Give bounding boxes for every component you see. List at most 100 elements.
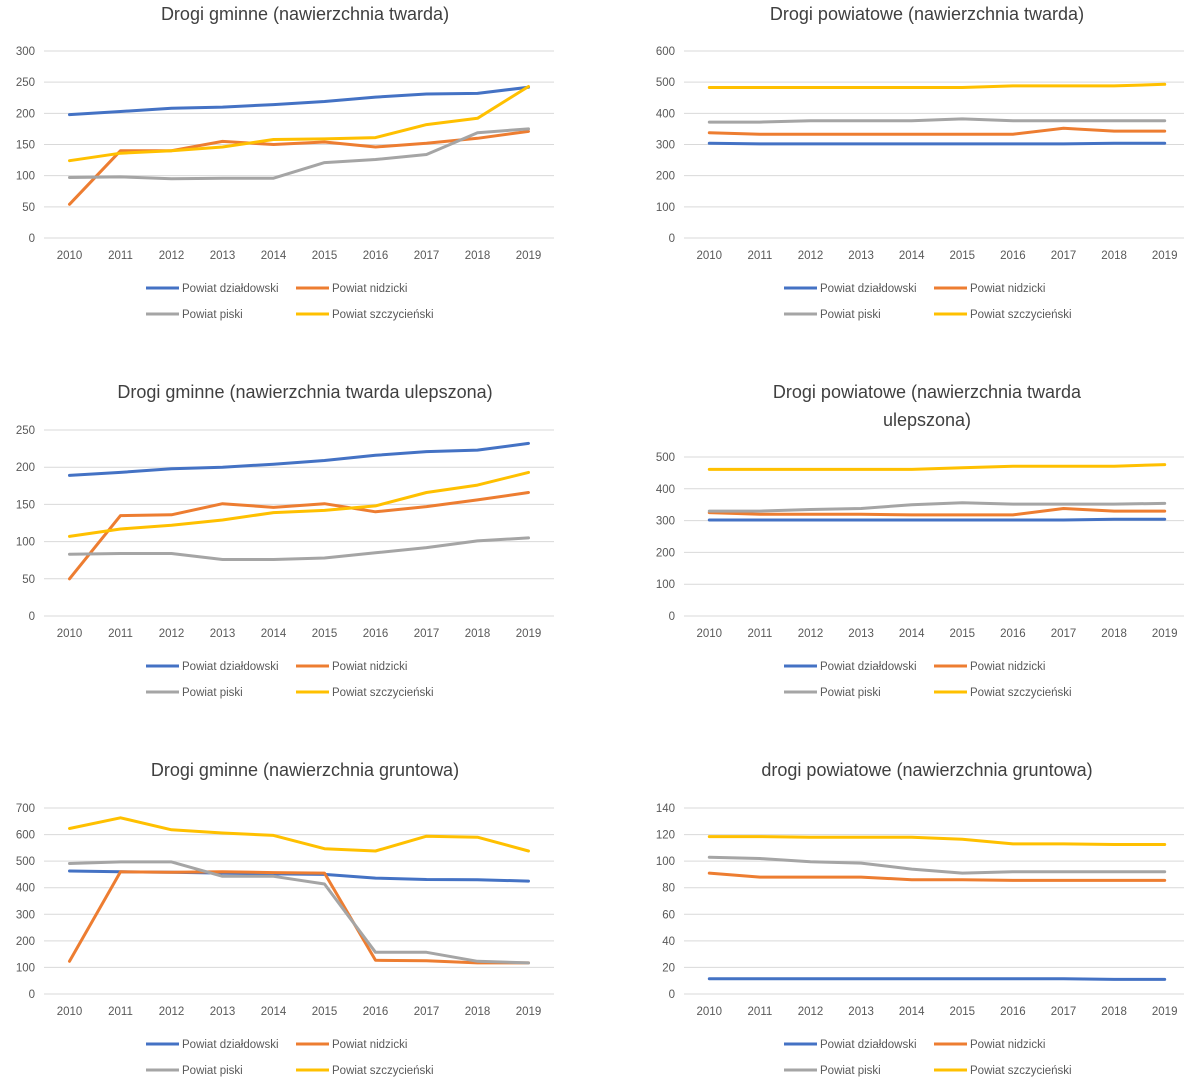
y-tick-label: 100 (656, 856, 675, 868)
y-tick-label: 150 (16, 499, 35, 511)
series-line-2 (707, 871, 1167, 882)
chart-panel-4: Drogi powiatowe (nawierzchnia twarda ulep… (610, 370, 1184, 710)
y-tick-label: 60 (662, 909, 675, 921)
y-tick-label: 0 (669, 989, 675, 1001)
y-tick-label: 100 (656, 202, 675, 214)
series-line-4 (707, 835, 1167, 846)
y-tick-label: 200 (16, 108, 35, 120)
y-tick-label: 250 (16, 425, 35, 437)
chart-title: Drogi powiatowe (nawierzchnia twarda) (770, 4, 1084, 24)
legend-label: Powiat nidzicki (332, 1039, 407, 1051)
line-chart: Drogi gminne (nawierzchnia twarda ulepsz… (16, 382, 554, 699)
series-line-3 (68, 127, 530, 181)
legend-label: Powiat piski (820, 1065, 881, 1077)
legend-label: Powiat szczycieński (332, 687, 434, 699)
legend-label: Powiat piski (182, 1065, 243, 1077)
y-tick-label: 200 (656, 547, 675, 559)
x-tick-label: 2017 (1051, 1006, 1077, 1018)
y-tick-label: 0 (29, 611, 35, 623)
chart-title: Drogi gminne (nawierzchnia twarda ulepsz… (117, 382, 492, 402)
x-tick-label: 2014 (261, 250, 287, 262)
x-tick-label: 2013 (848, 628, 874, 640)
y-tick-label: 0 (29, 233, 35, 245)
x-tick-label: 2019 (1152, 628, 1178, 640)
series-line-3 (707, 501, 1167, 513)
series-line-2 (707, 126, 1167, 136)
legend-label: Powiat piski (820, 687, 881, 699)
x-tick-label: 2012 (159, 1006, 185, 1018)
x-tick-label: 2016 (1000, 628, 1026, 640)
line-chart: Drogi gminne (nawierzchnia gruntowa) 0 100… (16, 760, 554, 1077)
x-tick-label: 2013 (210, 250, 236, 262)
series-line-1 (707, 517, 1167, 522)
y-tick-label: 600 (656, 46, 675, 58)
legend-label: Powiat piski (820, 309, 881, 321)
series-line-1 (68, 85, 530, 117)
x-tick-label: 2012 (159, 250, 185, 262)
series-line-1 (707, 977, 1167, 981)
y-tick-label: 0 (29, 989, 35, 1001)
chart-title: Drogi gminne (nawierzchnia gruntowa) (151, 760, 459, 780)
series-line-3 (707, 855, 1167, 875)
line-chart: Drogi powiatowe (nawierzchnia twarda) 0 10… (656, 4, 1184, 321)
y-tick-label: 300 (656, 140, 675, 152)
y-tick-label: 250 (16, 77, 35, 89)
y-tick-label: 700 (16, 803, 35, 815)
y-tick-label: 300 (16, 46, 35, 58)
y-tick-label: 400 (16, 883, 35, 895)
x-tick-label: 2011 (108, 250, 133, 262)
y-tick-label: 500 (656, 452, 675, 464)
legend-label: Powiat nidzicki (332, 283, 407, 295)
y-tick-label: 0 (669, 611, 675, 623)
y-tick-label: 200 (656, 171, 675, 183)
series-line-4 (68, 470, 530, 538)
x-tick-label: 2010 (697, 1006, 723, 1018)
legend-label: Powiat piski (182, 687, 243, 699)
x-tick-label: 2015 (312, 1006, 338, 1018)
x-tick-label: 2018 (465, 628, 491, 640)
y-tick-label: 200 (16, 462, 35, 474)
series-line-2 (707, 507, 1167, 517)
y-tick-label: 0 (669, 233, 675, 245)
series-line-4 (68, 816, 530, 853)
legend-label: Powiat nidzicki (970, 661, 1045, 673)
legend-label: Powiat szczycieński (970, 687, 1072, 699)
x-tick-label: 2014 (899, 1006, 925, 1018)
x-tick-label: 2010 (57, 628, 83, 640)
x-tick-label: 2013 (848, 250, 874, 262)
x-tick-label: 2013 (848, 1006, 874, 1018)
y-tick-label: 300 (656, 516, 675, 528)
x-tick-label: 2018 (1101, 1006, 1127, 1018)
y-tick-label: 400 (656, 108, 675, 120)
line-chart: drogi powiatowe (nawierzchnia gruntowa) 0… (656, 760, 1184, 1077)
y-tick-label: 150 (16, 140, 35, 152)
legend-label: Powiat działdowski (820, 283, 917, 295)
y-tick-label: 500 (656, 77, 675, 89)
series-line-3 (707, 117, 1167, 124)
series-line-1 (68, 441, 530, 477)
series-line-4 (707, 463, 1167, 471)
x-tick-label: 2014 (899, 628, 925, 640)
y-tick-label: 400 (656, 484, 675, 496)
y-tick-label: 50 (22, 202, 35, 214)
x-tick-label: 2011 (748, 628, 773, 640)
y-tick-label: 80 (662, 883, 675, 895)
x-tick-label: 2011 (748, 1006, 773, 1018)
x-tick-label: 2017 (1051, 250, 1077, 262)
y-tick-label: 100 (656, 579, 675, 591)
series-line-4 (707, 82, 1167, 89)
y-tick-label: 300 (16, 909, 35, 921)
x-tick-label: 2012 (798, 250, 824, 262)
x-tick-label: 2015 (950, 1006, 976, 1018)
y-tick-label: 100 (16, 962, 35, 974)
line-chart: Drogi powiatowe (nawierzchnia twarda ulep… (656, 382, 1184, 699)
x-tick-label: 2014 (261, 628, 287, 640)
x-tick-label: 2012 (159, 628, 185, 640)
series-line-3 (68, 536, 530, 561)
x-tick-label: 2019 (516, 628, 542, 640)
legend-label: Powiat działdowski (820, 661, 917, 673)
x-tick-label: 2013 (210, 628, 236, 640)
legend-label: Powiat działdowski (182, 283, 279, 295)
legend-label: Powiat działdowski (182, 661, 279, 673)
